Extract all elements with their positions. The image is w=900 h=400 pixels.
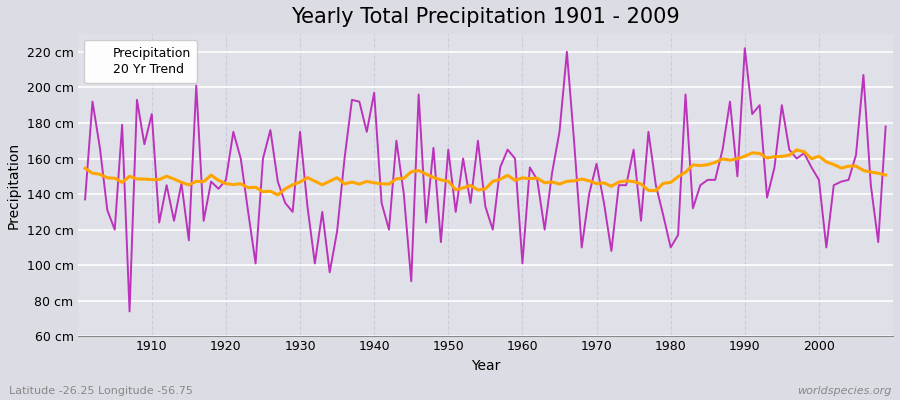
Legend: Precipitation, 20 Yr Trend: Precipitation, 20 Yr Trend [84,40,197,82]
Precipitation [614,183,625,188]
Precipitation [740,46,751,51]
Text: worldspecies.org: worldspecies.org [796,386,891,396]
Precipitation [124,309,135,314]
20 Yr Trend [354,182,364,186]
Precipitation [80,197,91,202]
20 Yr Trend [614,180,625,184]
Precipitation [147,112,158,116]
Text: Latitude -26.25 Longitude -56.75: Latitude -26.25 Longitude -56.75 [9,386,193,396]
Title: Yearly Total Precipitation 1901 - 2009: Yearly Total Precipitation 1901 - 2009 [291,7,680,27]
Precipitation [517,261,527,266]
Line: Precipitation: Precipitation [86,48,886,312]
20 Yr Trend [310,179,320,184]
Precipitation [880,124,891,129]
X-axis label: Year: Year [471,359,500,373]
Precipitation [310,261,320,266]
Y-axis label: Precipitation: Precipitation [7,142,21,229]
Precipitation [354,99,364,104]
20 Yr Trend [525,176,535,181]
20 Yr Trend [139,177,149,182]
20 Yr Trend [791,148,802,152]
Precipitation [525,165,535,170]
20 Yr Trend [517,176,527,180]
20 Yr Trend [273,192,284,197]
20 Yr Trend [880,173,891,178]
Line: 20 Yr Trend: 20 Yr Trend [86,150,886,195]
20 Yr Trend [80,166,91,171]
